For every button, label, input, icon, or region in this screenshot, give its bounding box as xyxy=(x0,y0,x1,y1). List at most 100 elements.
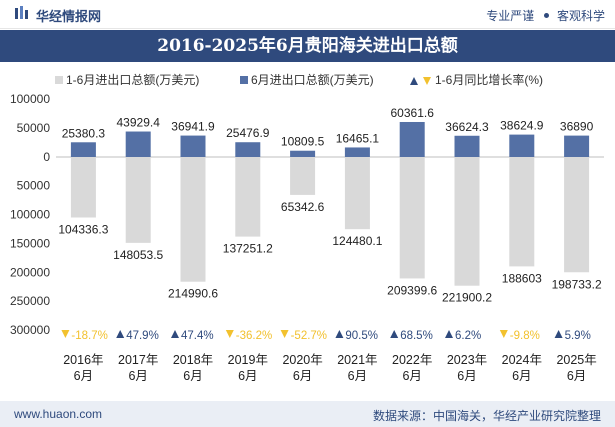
label-cumulative: 124480.1 xyxy=(332,234,382,248)
growth-value: 6.2% xyxy=(455,330,481,342)
growth-value: 47.4% xyxy=(181,330,214,342)
legend-label-0: 1-6月进出口总额(万美元) xyxy=(66,73,199,87)
y-tick-label: 50000 xyxy=(17,121,51,135)
label-cumulative: 209399.6 xyxy=(387,283,437,297)
legend-up-icon xyxy=(410,77,418,85)
legend-down-icon xyxy=(423,77,431,85)
y-tick-label: 0 xyxy=(43,150,50,164)
label-monthly: 36941.9 xyxy=(171,120,215,134)
growth-down-icon xyxy=(61,330,70,338)
bar-monthly xyxy=(509,134,535,157)
growth-down-icon xyxy=(225,330,234,338)
y-tick-label: 250000 xyxy=(10,294,50,308)
label-cumulative: 148053.5 xyxy=(113,248,163,262)
label-cumulative: 214990.6 xyxy=(168,287,218,301)
chart: 1-6月进出口总额(万美元) 6月进出口总额(万美元) 1-6月同比增长率(%) 1… xyxy=(10,72,604,383)
growth-labels: -18.7% 47.9% 47.4% -36.2% -52.7% 90.5% 68.5% 6.… xyxy=(61,330,591,342)
bar-monthly xyxy=(180,135,206,157)
growth-value: -36.2% xyxy=(236,330,272,342)
growth-up-icon xyxy=(171,330,179,338)
label-cumulative: 198733.2 xyxy=(552,277,602,291)
bar-cumulative xyxy=(290,157,316,195)
legend-label-2: 1-6月同比增长率(%) xyxy=(435,72,543,87)
y-tick-label: 200000 xyxy=(10,265,50,279)
bar-cumulative xyxy=(399,157,425,279)
bar-monthly xyxy=(399,121,425,157)
bar-cumulative xyxy=(235,157,261,237)
x-tick-label: 2018年 6月 xyxy=(173,353,213,383)
x-tick-label: 2025年 6月 xyxy=(556,353,596,383)
growth-value: -52.7% xyxy=(291,330,327,342)
growth-up-icon xyxy=(335,330,344,338)
label-cumulative: 188603 xyxy=(502,271,542,285)
growth-up-icon xyxy=(445,330,453,338)
bar-monthly xyxy=(344,147,370,157)
label-monthly: 25380.3 xyxy=(62,126,106,140)
footer: www.huaon.com 数据来源：中国海关，华经产业研究院整理 xyxy=(0,401,615,427)
bar-monthly xyxy=(125,131,151,157)
chart-title: 2016-2025年6月贵阳海关进出口总额 xyxy=(0,30,615,62)
bar-monthly xyxy=(564,135,590,157)
bar-cumulative xyxy=(509,157,535,267)
bar-monthly xyxy=(235,142,261,157)
growth-value: 47.9% xyxy=(126,330,159,342)
bar-monthly xyxy=(70,142,96,157)
x-tick-label: 2019年 6月 xyxy=(228,353,268,383)
growth-up-icon xyxy=(116,330,125,338)
bar-monthly xyxy=(290,150,316,157)
growth-value: 5.9% xyxy=(565,330,591,342)
footer-url: www.huaon.com xyxy=(14,407,103,421)
y-tick-label: 300000 xyxy=(10,323,50,337)
tag-objective: 客观科学 xyxy=(556,9,605,23)
growth-value: -9.8% xyxy=(510,330,540,342)
x-tick-label: 2021年 6月 xyxy=(337,353,377,383)
label-cumulative: 104336.3 xyxy=(58,223,108,237)
tag-separator-dot xyxy=(543,13,549,18)
y-tick-label: 150000 xyxy=(10,236,50,250)
growth-value: 68.5% xyxy=(400,330,433,342)
label-monthly: 36624.3 xyxy=(445,120,489,134)
top-bar: 华经情报网 专业严谨 客观科学 xyxy=(0,0,615,29)
growth-value: 90.5% xyxy=(345,330,378,342)
y-tick-label: 50000 xyxy=(17,179,51,193)
x-tick-label: 2023年 6月 xyxy=(447,353,487,383)
bar-monthly xyxy=(454,135,480,157)
label-monthly: 36890 xyxy=(560,120,594,134)
legend-swatch-1 xyxy=(240,76,248,84)
label-monthly: 16465.1 xyxy=(336,131,380,145)
label-monthly: 60361.6 xyxy=(391,106,435,120)
growth-value: -18.7% xyxy=(71,330,107,342)
x-tick-label: 2024年 6月 xyxy=(502,353,542,383)
data-source: 数据来源：中国海关，华经产业研究院整理 xyxy=(372,409,601,423)
bar-cumulative xyxy=(125,157,151,243)
x-tick-label: 2016年 6月 xyxy=(63,353,103,383)
y-tick-label: 100000 xyxy=(10,208,50,222)
header-tags: 专业严谨 客观科学 xyxy=(486,7,605,24)
growth-up-icon xyxy=(554,330,563,338)
legend: 1-6月进出口总额(万美元) 6月进出口总额(万美元) 1-6月同比增长率(%) xyxy=(55,72,543,87)
y-tick-label: 100000 xyxy=(10,92,50,106)
x-axis: 2016年 6月 2017年 6月 2018年 6月 2019年 6月 2020年 6月 2021年… xyxy=(63,353,597,383)
bar-cumulative xyxy=(180,157,206,282)
tag-professional: 专业严谨 xyxy=(486,9,535,23)
growth-down-icon xyxy=(280,330,289,338)
label-monthly: 25476.9 xyxy=(226,126,270,140)
x-tick-label: 2022年 6月 xyxy=(392,353,432,383)
label-cumulative: 137251.2 xyxy=(223,242,273,256)
label-monthly: 43929.4 xyxy=(117,116,161,130)
x-tick-label: 2017年 6月 xyxy=(118,353,158,383)
bars: 25380.3 104336.3 43929.4 148053.5 36941.9 214… xyxy=(58,106,602,305)
brand-logo-icon xyxy=(15,6,28,19)
bar-cumulative xyxy=(70,157,96,218)
brand-name: 华经情报网 xyxy=(36,9,102,24)
label-monthly: 38624.9 xyxy=(500,119,544,133)
legend-label-1: 6月进出口总额(万美元) xyxy=(251,73,374,87)
x-tick-label: 2020年 6月 xyxy=(282,353,322,383)
legend-swatch-0 xyxy=(55,76,63,84)
label-cumulative: 65342.6 xyxy=(281,200,325,214)
label-monthly: 10809.5 xyxy=(281,135,325,149)
bar-cumulative xyxy=(564,157,590,273)
label-cumulative: 221900.2 xyxy=(442,291,492,305)
growth-down-icon xyxy=(499,330,508,338)
bar-cumulative xyxy=(454,157,480,286)
